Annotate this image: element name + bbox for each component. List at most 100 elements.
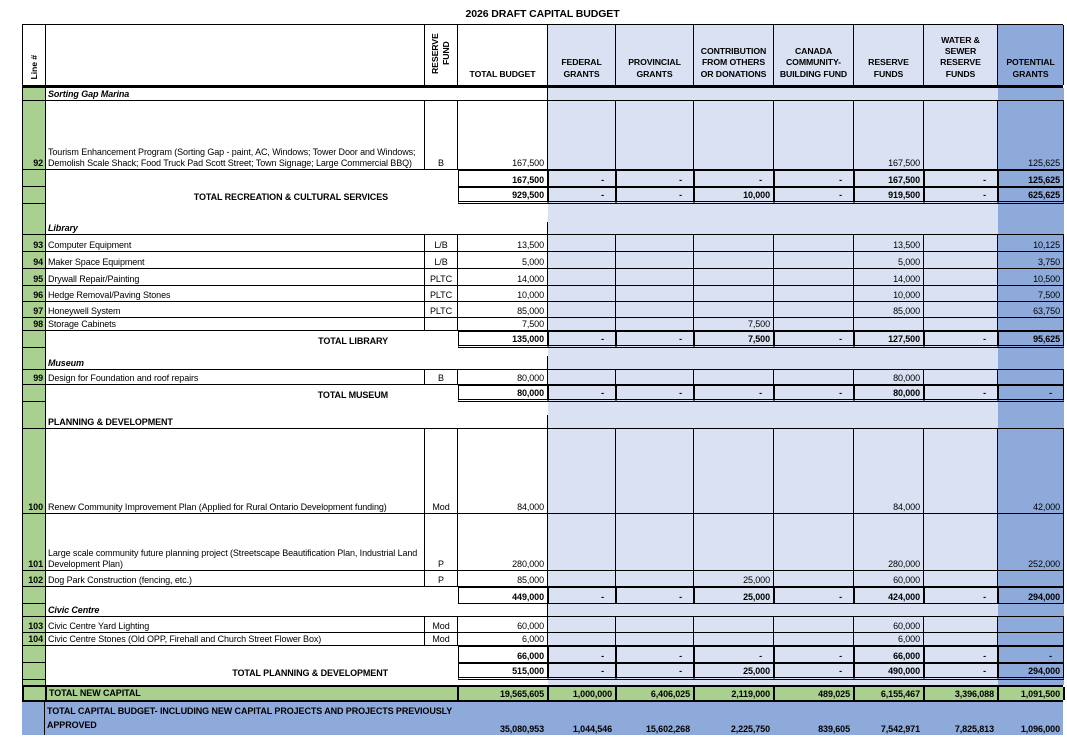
header-description: [46, 25, 425, 85]
cell-federal: -: [548, 663, 616, 680]
cell-ws: [924, 356, 998, 370]
cell-potential: 63,750: [998, 302, 1064, 318]
reserve-fund-code-cell: PLTC: [425, 302, 458, 318]
cell-provincial: [616, 571, 694, 587]
cell-reserve: [854, 204, 924, 222]
total-label: TOTAL LIBRARY: [318, 336, 388, 346]
cell-ws: [924, 88, 998, 101]
cell-ws: [924, 101, 998, 170]
cell-reserve: [854, 348, 924, 356]
cell-reserve: 66,000: [854, 646, 924, 663]
line-number-cell: [23, 604, 46, 617]
line-number-cell: 97: [23, 302, 46, 318]
cell-canada: -: [774, 646, 854, 663]
line-number-cell: [23, 385, 46, 402]
project-description-cell: Large scale community future planning pr…: [46, 514, 425, 571]
line-number-cell: 104: [23, 633, 46, 646]
cell-federal: 1,044,546: [547, 702, 615, 735]
cell-canada: -: [774, 587, 854, 604]
line-number-cell: [22, 702, 45, 735]
cell-reserve: 80,000: [854, 370, 924, 385]
cell-reserve: 84,000: [854, 429, 924, 514]
cell-contribution: [694, 415, 774, 429]
cell-reserve: [854, 415, 924, 429]
cell-federal: [548, 302, 616, 318]
header-total: TOTAL BUDGET: [458, 25, 548, 85]
cell-contribution: [694, 101, 774, 170]
cell-provincial: [616, 222, 694, 235]
cell-potential: [998, 348, 1064, 356]
cell-reserve: 424,000: [854, 587, 924, 604]
table-row-item: 99 Design for Foundation and roof repairs…: [22, 370, 1064, 385]
cell-provincial: -: [616, 331, 694, 348]
cell-canada: -: [774, 331, 854, 348]
cell-contribution: [694, 204, 774, 222]
cell-ws: [924, 514, 998, 571]
section-label: Library: [46, 222, 548, 235]
cell-canada: [774, 222, 854, 235]
cell-contribution: [694, 617, 774, 633]
cell-reserve: 6,155,467: [855, 687, 925, 700]
header-ws: WATER & SEWER RESERVE FUNDS: [924, 25, 998, 85]
line-number-cell: 98: [23, 318, 46, 331]
cell-reserve: [854, 680, 924, 685]
cell-canada: -: [774, 170, 854, 187]
cell-federal: -: [548, 187, 616, 204]
cell-ws: -: [924, 331, 998, 348]
cell-federal: [548, 348, 616, 356]
cell-ws: -: [924, 187, 998, 204]
cell-canada: [774, 370, 854, 385]
cell-potential: [998, 633, 1064, 646]
cell-provincial: 6,406,025: [617, 687, 695, 700]
cell-total: 5,000: [458, 252, 548, 269]
line-number-cell: 99: [23, 370, 46, 385]
cell-reserve: 167,500: [854, 170, 924, 187]
table-row-gap: [22, 204, 1064, 222]
budget-table: Line # RESERVE FUND TOTAL BUDGET FEDERAL GR…: [22, 24, 1065, 735]
cell-ws: [924, 604, 998, 617]
cell-potential: 1,096,000: [997, 702, 1063, 735]
table-row-item: 94 Maker Space Equipment L/B 5,000 5,000 3,75…: [22, 252, 1064, 269]
cell-provincial: -: [616, 587, 694, 604]
page-title: 2026 DRAFT CAPITAL BUDGET: [465, 8, 620, 20]
cell-federal: 1,000,000: [549, 687, 617, 700]
cell-provincial: [616, 370, 694, 385]
cell-provincial: [616, 402, 694, 415]
cell-contribution: 10,000: [694, 187, 774, 204]
blank-cell: [46, 348, 458, 356]
total-label: TOTAL PLANNING & DEVELOPMENT: [232, 668, 388, 678]
cell-contribution: [694, 235, 774, 252]
cell-potential: 125,625: [998, 101, 1064, 170]
cell-federal: [548, 633, 616, 646]
section-label: Civic Centre: [46, 604, 548, 617]
cell-ws: [924, 348, 998, 356]
cell-total: 6,000: [458, 633, 548, 646]
cell-ws: [924, 318, 998, 331]
cell-total: 280,000: [458, 514, 548, 571]
cell-total: 7,500: [458, 318, 548, 331]
project-description-cell: Maker Space Equipment: [46, 252, 425, 269]
cell-total: 84,000: [458, 429, 548, 514]
line-number-cell: [23, 646, 46, 663]
cell-contribution: [694, 286, 774, 302]
header-line-number-label: Line #: [28, 55, 39, 80]
cell-reserve: 167,500: [854, 101, 924, 170]
cell-potential: 3,750: [998, 252, 1064, 269]
cell-contribution: [694, 88, 774, 101]
cell-federal: [548, 101, 616, 170]
cell-potential: [998, 370, 1064, 385]
table-row-item: 104 Civic Centre Stones (Old OPP, Firehal…: [22, 633, 1064, 646]
cell-potential: [998, 571, 1064, 587]
cell-canada: [774, 514, 854, 571]
project-description-cell: Tourism Enhancement Program (Sorting Gap…: [46, 101, 425, 170]
cell-total: 19,565,605: [459, 687, 549, 700]
cell-ws: [924, 286, 998, 302]
cell-canada: [774, 252, 854, 269]
reserve-fund-code-cell: P: [425, 571, 458, 587]
cell-canada: [774, 402, 854, 415]
cell-potential: 10,125: [998, 235, 1064, 252]
cell-ws: -: [924, 587, 998, 604]
reserve-fund-code-cell: B: [425, 370, 458, 385]
cell-provincial: [616, 302, 694, 318]
cell-potential: 625,625: [998, 187, 1064, 204]
